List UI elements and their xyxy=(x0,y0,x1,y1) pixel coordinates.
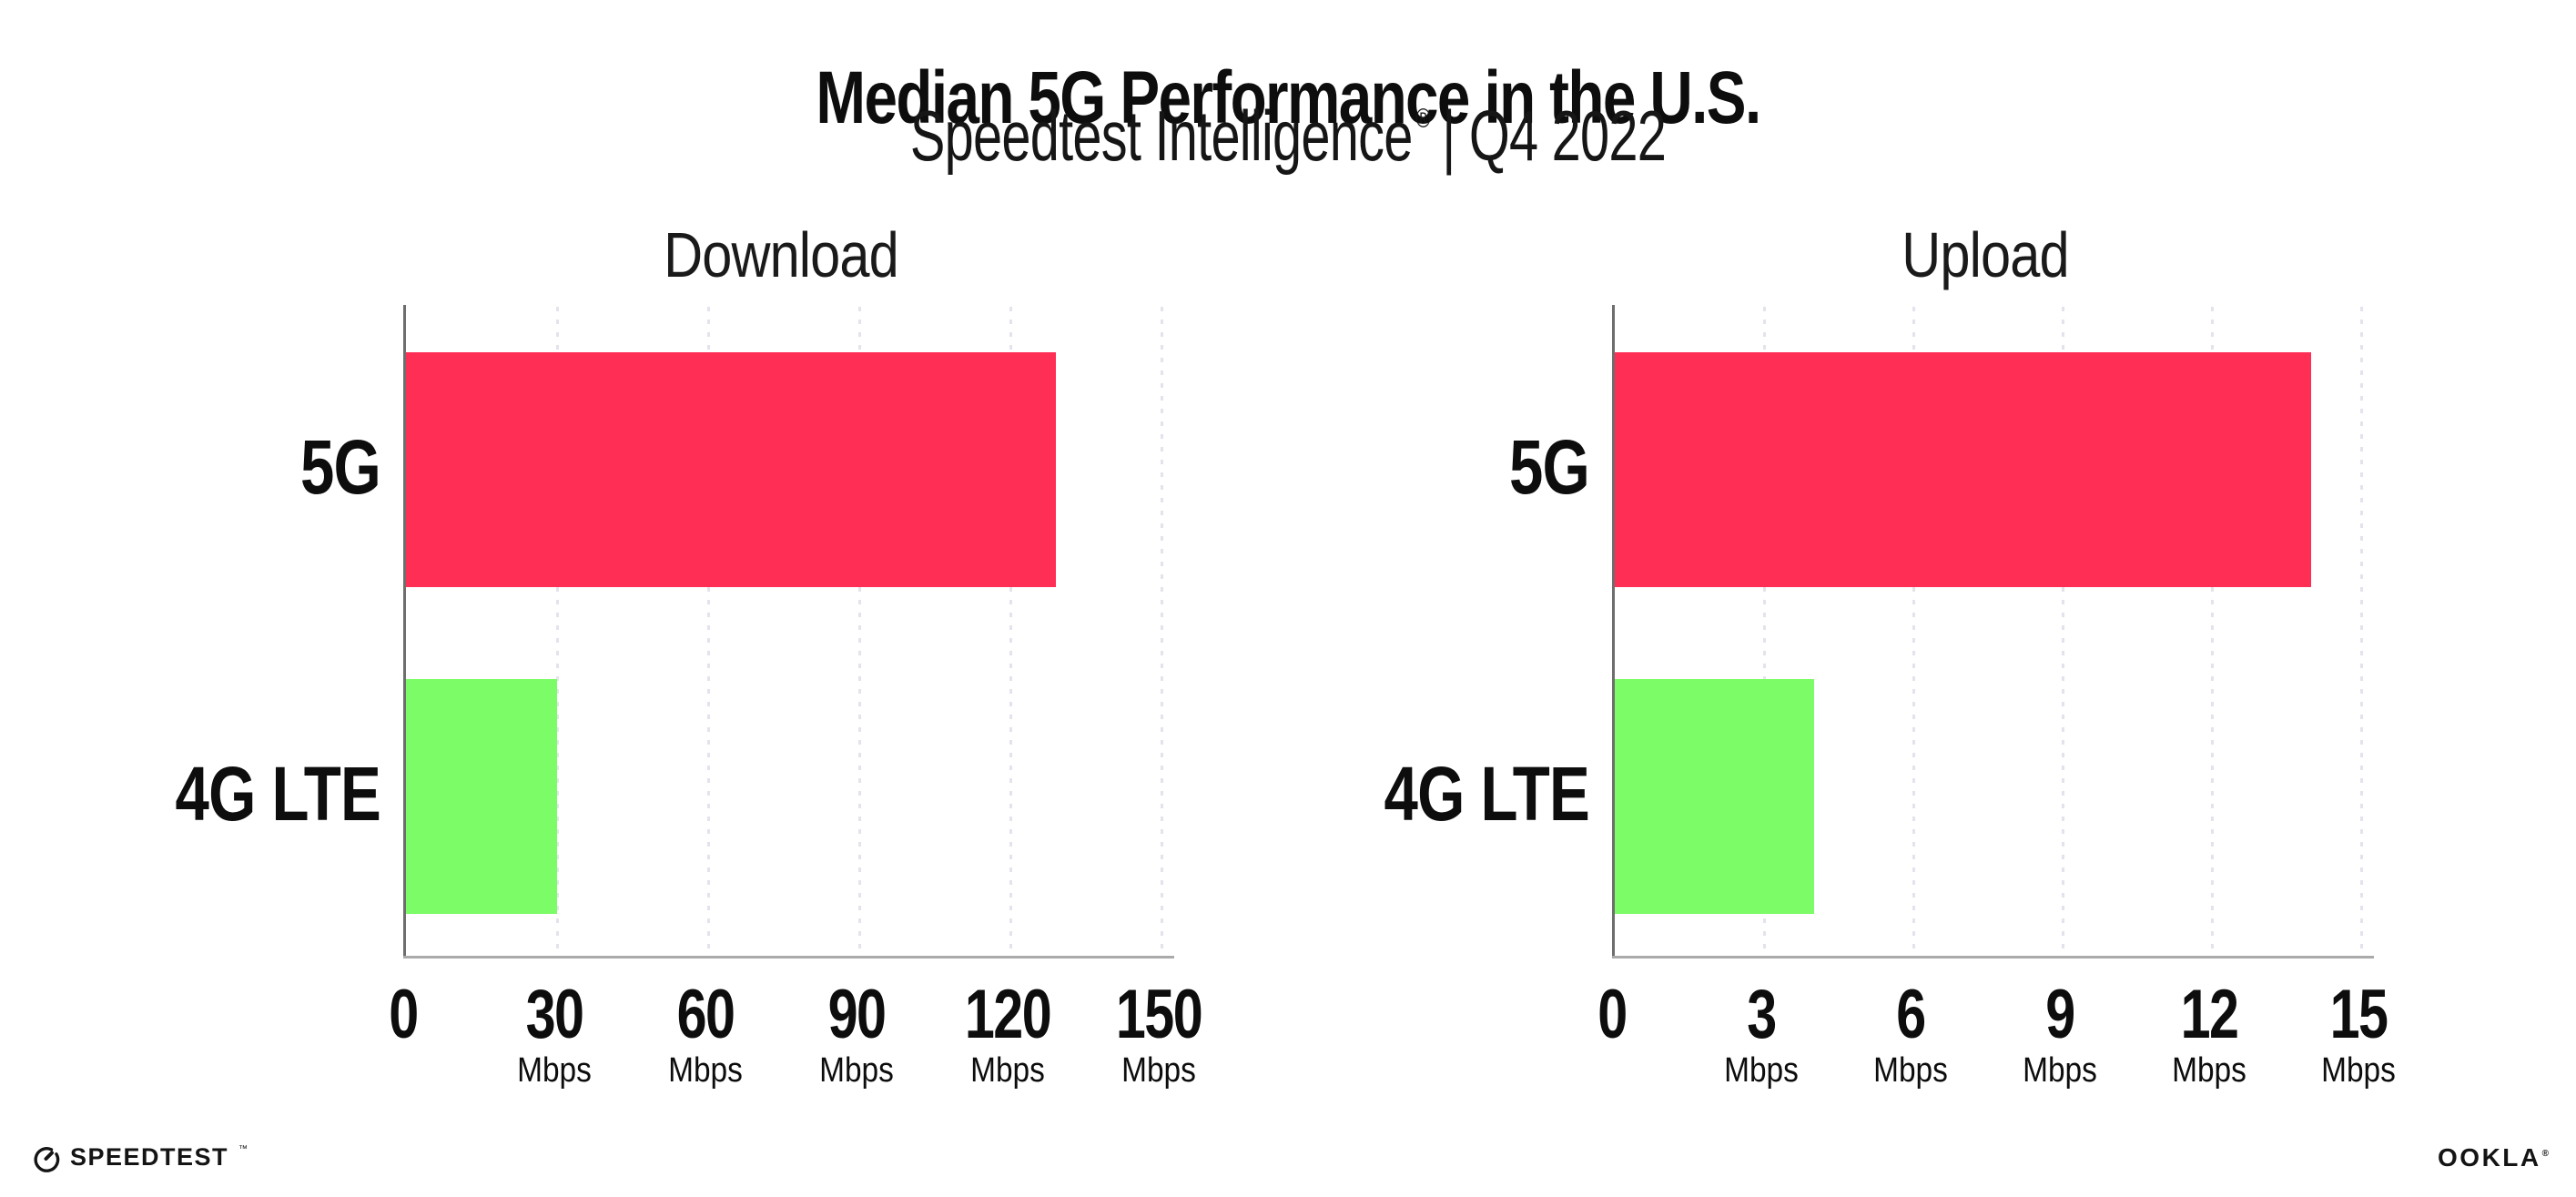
x-tick-0: 0 xyxy=(321,976,485,1053)
x-tick-30: 30 Mbps xyxy=(472,976,636,1090)
bar-4g-lte xyxy=(406,679,557,914)
ookla-registered-mark: ® xyxy=(2541,1149,2549,1159)
tick-unit: Mbps xyxy=(517,1051,592,1090)
tick-number: 0 xyxy=(389,976,419,1053)
tick-unit: Mbps xyxy=(1121,1051,1196,1090)
tick-number: 30 xyxy=(525,976,584,1053)
category-label-5g: 5G xyxy=(299,424,381,510)
download-chart-title: Download xyxy=(664,219,899,290)
tick-number: 120 xyxy=(964,976,1052,1053)
x-axis-line xyxy=(403,956,1174,959)
x-tick-3: 3 Mbps xyxy=(1679,976,1843,1090)
x-tick-60: 60 Mbps xyxy=(624,976,787,1090)
tick-unit: Mbps xyxy=(2172,1051,2246,1090)
x-axis-line xyxy=(1612,956,2374,959)
gridline-120-mbps xyxy=(1009,307,1012,957)
x-tick-15: 15 Mbps xyxy=(2277,976,2440,1090)
gridline-60-mbps xyxy=(706,307,710,957)
tick-unit: Mbps xyxy=(2321,1051,2396,1090)
gridline-9-mbps xyxy=(2061,307,2064,957)
tick-number: 60 xyxy=(676,976,735,1053)
tick-number: 12 xyxy=(2180,976,2239,1053)
registered-mark: ® xyxy=(1415,104,1430,134)
download-plot-area xyxy=(403,305,1174,959)
page-subtitle: Speedtest Intelligence ® | Q4 2022 xyxy=(335,95,2241,178)
tick-unit: Mbps xyxy=(1724,1051,1799,1090)
x-tick-12: 12 Mbps xyxy=(2127,976,2291,1090)
gridline-12-mbps xyxy=(2210,307,2214,957)
upload-plot-area xyxy=(1612,305,2374,959)
gridline-150-mbps xyxy=(1160,307,1163,957)
tick-number: 150 xyxy=(1115,976,1203,1053)
subtitle-period: | Q4 2022 xyxy=(1442,96,1667,176)
x-tick-0: 0 xyxy=(1530,976,1694,1053)
x-tick-120: 120 Mbps xyxy=(926,976,1090,1090)
tick-number: 9 xyxy=(2045,976,2075,1053)
page-title: Median 5G Performance in the U.S. xyxy=(816,56,1761,139)
x-tick-6: 6 Mbps xyxy=(1829,976,1993,1090)
ookla-wordmark: OOKLA xyxy=(2438,1143,2541,1172)
ookla-logo: OOKLA® xyxy=(2438,1143,2549,1172)
bar-5g xyxy=(1615,352,2312,587)
gridline-6-mbps xyxy=(1912,307,1915,957)
gridline-30-mbps xyxy=(555,307,559,957)
tick-unit: Mbps xyxy=(970,1051,1045,1090)
upload-chart-title: Upload xyxy=(1902,219,2069,290)
tick-number: 90 xyxy=(827,976,887,1053)
x-tick-9: 9 Mbps xyxy=(1978,976,2142,1090)
subtitle-product: Speedtest Intelligence xyxy=(909,96,1413,176)
tick-unit: Mbps xyxy=(1873,1051,1948,1090)
gridline-3-mbps xyxy=(1762,307,1766,957)
category-label-4g-lte: 4G LTE xyxy=(1384,751,1590,837)
tick-unit: Mbps xyxy=(2023,1051,2097,1090)
trademark-mark: ™ xyxy=(238,1143,248,1154)
tick-number: 0 xyxy=(1597,976,1628,1053)
gridline-90-mbps xyxy=(857,307,861,957)
tick-unit: Mbps xyxy=(668,1051,743,1090)
x-tick-90: 90 Mbps xyxy=(775,976,938,1090)
tick-unit: Mbps xyxy=(819,1051,894,1090)
x-tick-150: 150 Mbps xyxy=(1077,976,1241,1090)
speedtest-logo: SPEEDTEST ™ xyxy=(30,1140,248,1174)
bar-5g xyxy=(406,352,1056,587)
tick-number: 6 xyxy=(1896,976,1926,1053)
speedtest-wordmark: SPEEDTEST xyxy=(70,1142,229,1171)
tick-number: 15 xyxy=(2329,976,2388,1053)
category-label-5g: 5G xyxy=(1508,424,1590,510)
speedtest-gauge-icon xyxy=(34,1147,60,1172)
gridline-15-mbps xyxy=(2359,307,2363,957)
bar-4g-lte xyxy=(1615,679,1814,914)
category-label-4g-lte: 4G LTE xyxy=(175,751,381,837)
tick-number: 3 xyxy=(1747,976,1777,1053)
